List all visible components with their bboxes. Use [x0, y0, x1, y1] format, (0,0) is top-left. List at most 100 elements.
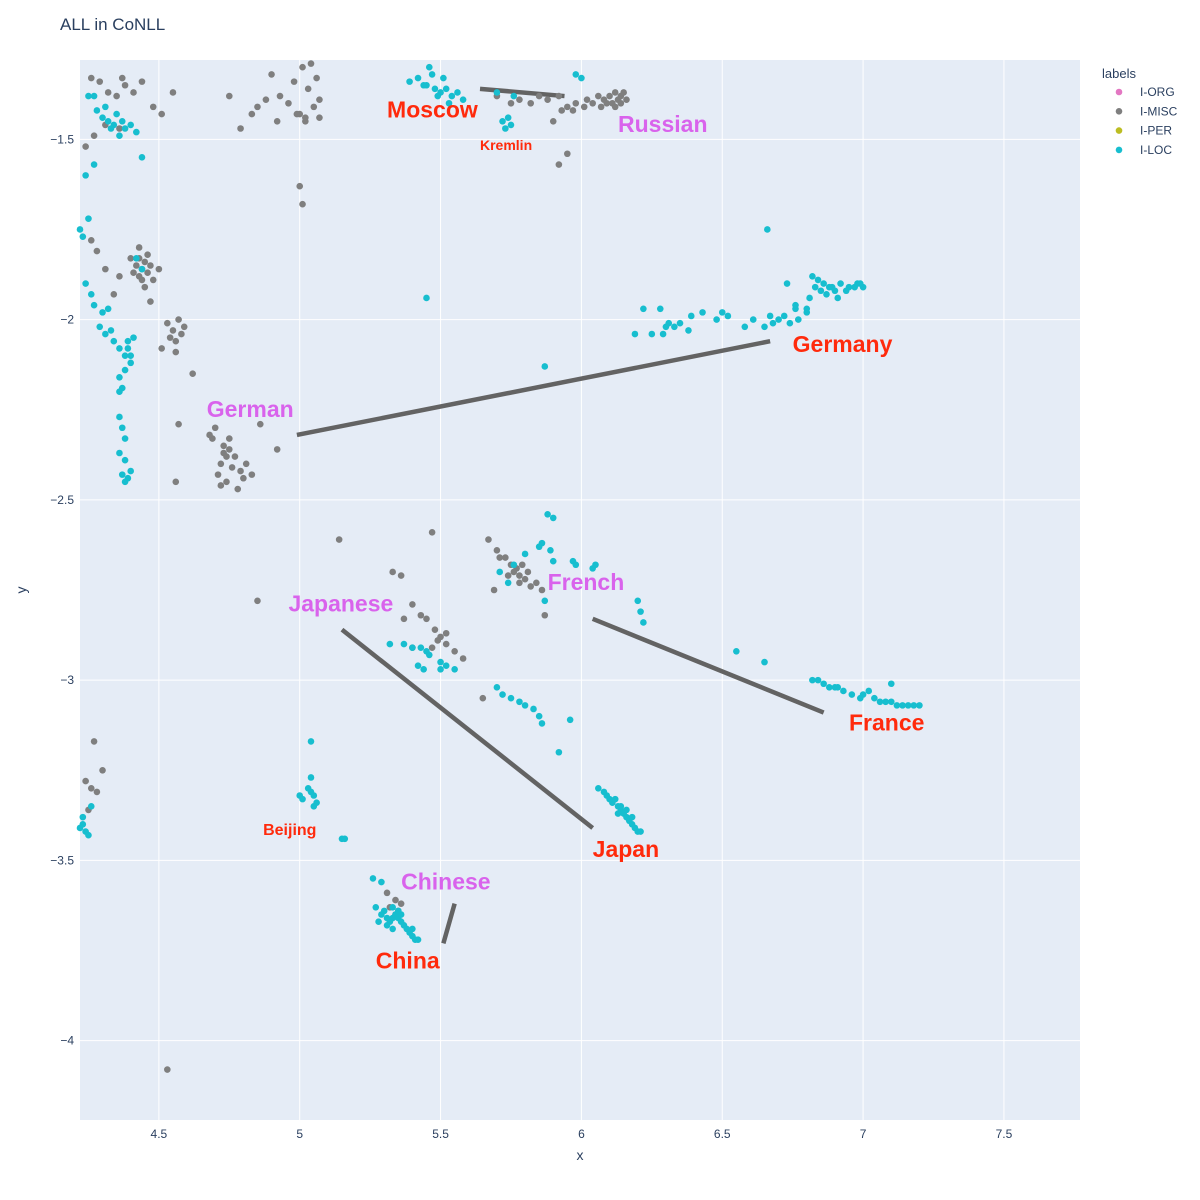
- data-point[interactable]: [620, 89, 627, 96]
- data-point[interactable]: [268, 71, 275, 78]
- data-point[interactable]: [79, 813, 87, 821]
- data-point[interactable]: [637, 828, 644, 835]
- data-point[interactable]: [79, 821, 87, 828]
- data-point[interactable]: [437, 666, 444, 673]
- data-point[interactable]: [828, 283, 836, 291]
- data-point[interactable]: [564, 150, 571, 158]
- data-point[interactable]: [158, 110, 165, 118]
- data-point[interactable]: [507, 99, 515, 107]
- data-point[interactable]: [99, 309, 106, 316]
- data-point[interactable]: [149, 276, 157, 284]
- data-point[interactable]: [107, 327, 115, 334]
- data-point[interactable]: [225, 435, 233, 442]
- data-point[interactable]: [423, 294, 430, 302]
- data-point[interactable]: [617, 803, 625, 810]
- data-point[interactable]: [527, 583, 535, 590]
- data-point[interactable]: [206, 431, 213, 439]
- data-point[interactable]: [640, 619, 647, 626]
- data-point[interactable]: [116, 413, 123, 421]
- data-point[interactable]: [296, 182, 304, 190]
- data-point[interactable]: [172, 348, 180, 356]
- data-point[interactable]: [499, 117, 506, 125]
- data-point[interactable]: [780, 312, 788, 320]
- data-point[interactable]: [335, 536, 343, 543]
- data-point[interactable]: [138, 78, 146, 85]
- data-point[interactable]: [307, 738, 315, 745]
- data-point[interactable]: [118, 471, 126, 478]
- data-point[interactable]: [175, 420, 182, 428]
- data-point[interactable]: [916, 702, 923, 709]
- data-point[interactable]: [823, 291, 830, 298]
- data-point[interactable]: [116, 373, 123, 381]
- data-point[interactable]: [893, 702, 901, 709]
- data-point[interactable]: [116, 345, 123, 352]
- data-point[interactable]: [144, 269, 151, 277]
- data-point[interactable]: [93, 247, 101, 255]
- data-point[interactable]: [504, 572, 512, 579]
- data-point[interactable]: [535, 543, 543, 551]
- data-point[interactable]: [454, 89, 461, 96]
- data-point[interactable]: [882, 698, 889, 706]
- data-point[interactable]: [840, 687, 847, 695]
- data-point[interactable]: [225, 446, 233, 453]
- data-point[interactable]: [87, 74, 95, 82]
- data-point[interactable]: [237, 467, 244, 475]
- data-point[interactable]: [144, 251, 151, 258]
- legend-marker[interactable]: [1115, 127, 1123, 134]
- data-point[interactable]: [580, 103, 588, 111]
- data-point[interactable]: [459, 655, 467, 662]
- data-point[interactable]: [442, 662, 450, 670]
- data-point[interactable]: [535, 712, 543, 720]
- data-point[interactable]: [316, 96, 323, 103]
- data-point[interactable]: [76, 226, 84, 233]
- data-point[interactable]: [397, 900, 405, 907]
- data-point[interactable]: [761, 323, 768, 331]
- data-point[interactable]: [766, 312, 774, 320]
- data-point[interactable]: [414, 74, 422, 82]
- data-point[interactable]: [876, 698, 884, 706]
- data-point[interactable]: [516, 572, 523, 579]
- data-point[interactable]: [409, 925, 416, 933]
- data-point[interactable]: [341, 835, 349, 843]
- data-point[interactable]: [502, 554, 509, 561]
- legend-item-label[interactable]: I-ORG: [1140, 85, 1175, 99]
- data-point[interactable]: [713, 316, 720, 323]
- data-point[interactable]: [304, 85, 312, 93]
- data-point[interactable]: [99, 766, 106, 774]
- data-point[interactable]: [431, 626, 439, 633]
- data-point[interactable]: [133, 262, 140, 269]
- data-point[interactable]: [121, 81, 129, 89]
- data-point[interactable]: [510, 561, 518, 569]
- data-point[interactable]: [825, 684, 833, 691]
- data-point[interactable]: [127, 359, 135, 367]
- data-point[interactable]: [423, 615, 430, 623]
- data-point[interactable]: [504, 114, 512, 121]
- data-point[interactable]: [685, 327, 692, 334]
- data-point[interactable]: [82, 172, 89, 179]
- data-point[interactable]: [116, 388, 123, 396]
- data-point[interactable]: [220, 449, 227, 457]
- data-point[interactable]: [769, 319, 777, 327]
- data-point[interactable]: [533, 579, 540, 587]
- data-point[interactable]: [273, 117, 281, 125]
- data-point[interactable]: [676, 319, 684, 327]
- data-point[interactable]: [254, 103, 261, 111]
- data-point[interactable]: [169, 89, 177, 96]
- data-point[interactable]: [110, 291, 118, 298]
- data-point[interactable]: [687, 312, 695, 320]
- data-point[interactable]: [459, 96, 467, 103]
- data-point[interactable]: [211, 424, 219, 432]
- legend-marker[interactable]: [1115, 146, 1123, 154]
- data-point[interactable]: [180, 323, 188, 331]
- data-point[interactable]: [671, 323, 678, 331]
- data-point[interactable]: [496, 568, 504, 576]
- data-point[interactable]: [378, 911, 385, 918]
- data-point[interactable]: [451, 647, 458, 655]
- data-point[interactable]: [871, 694, 878, 702]
- data-point[interactable]: [530, 705, 537, 713]
- data-point[interactable]: [313, 74, 320, 82]
- data-point[interactable]: [699, 309, 706, 316]
- data-point[interactable]: [237, 125, 244, 132]
- data-point[interactable]: [834, 294, 842, 302]
- data-point[interactable]: [133, 254, 140, 262]
